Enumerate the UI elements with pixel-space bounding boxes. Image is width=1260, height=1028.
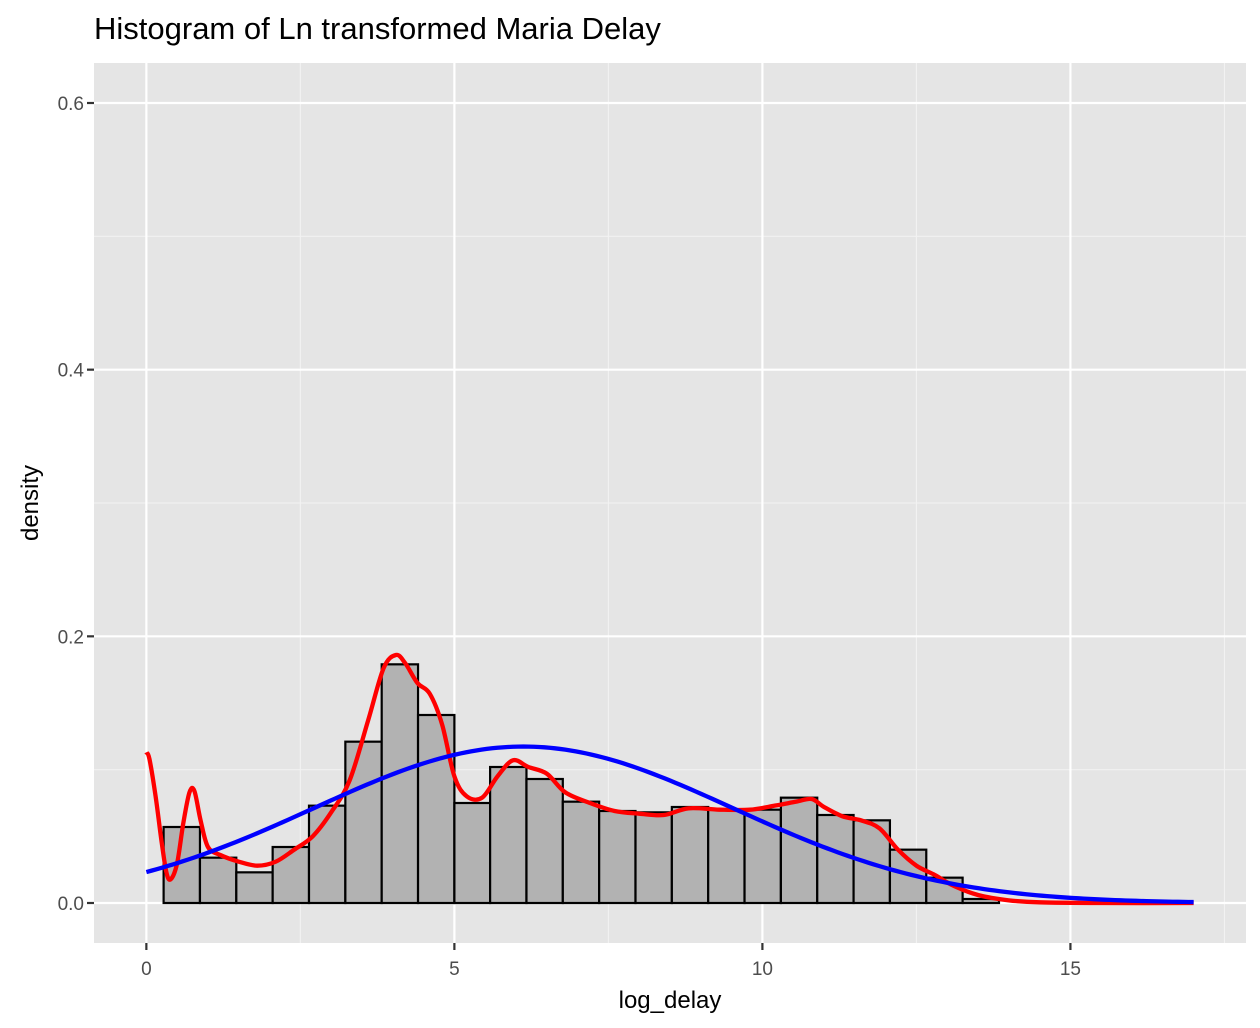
x-tick-label: 5 bbox=[449, 959, 460, 980]
y-tick-label: 0.4 bbox=[58, 361, 85, 382]
histogram-bar bbox=[198, 856, 238, 905]
grid-lines bbox=[94, 63, 1246, 943]
histogram-bar bbox=[670, 805, 710, 905]
histogram-bar bbox=[235, 871, 274, 905]
histogram-bar bbox=[271, 845, 311, 905]
y-tick-label: 0.2 bbox=[58, 627, 84, 648]
histogram-bar bbox=[816, 813, 855, 905]
x-tick-label: 0 bbox=[141, 959, 152, 980]
chart-title: Histogram of Ln transformed Maria Delay bbox=[94, 11, 661, 46]
histogram-bar bbox=[489, 765, 528, 905]
histogram-bar bbox=[380, 663, 420, 905]
y-axis-title: density bbox=[17, 465, 44, 541]
x-axis-title: log_delay bbox=[619, 987, 722, 1014]
axes: 0.0 0.2 0.4 0.6 0 5 10 15 bbox=[58, 94, 1081, 980]
y-tick-label: 0.0 bbox=[58, 894, 84, 915]
histogram-bar bbox=[598, 809, 637, 905]
histogram-bar bbox=[634, 811, 673, 905]
histogram-bar bbox=[453, 801, 492, 905]
histogram-bar bbox=[525, 777, 564, 905]
curve-lines bbox=[144, 652, 1194, 906]
histogram-bar bbox=[344, 740, 383, 905]
histogram-bar bbox=[416, 713, 456, 905]
density-curve-line bbox=[144, 652, 1194, 906]
normal-curve-line bbox=[145, 744, 1194, 905]
y-tick-label: 0.6 bbox=[58, 94, 84, 115]
histogram-bar bbox=[707, 808, 746, 905]
histogram-bar bbox=[561, 800, 601, 905]
x-tick-label: 15 bbox=[1060, 959, 1081, 980]
x-tick-label: 10 bbox=[752, 959, 773, 980]
histogram-bar bbox=[779, 796, 819, 905]
